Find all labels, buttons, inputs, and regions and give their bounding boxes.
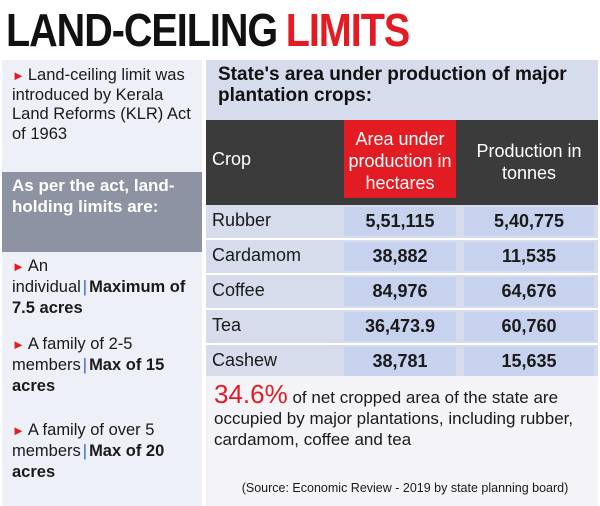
source-note: (Source: Economic Review - 2019 by state… bbox=[241, 481, 569, 495]
table-row: Tea 36,473.9 60,760 bbox=[206, 310, 598, 343]
plantation-panel: State's area under production of major p… bbox=[206, 60, 598, 506]
area-value: 5,51,115 bbox=[344, 207, 456, 236]
act-note: As per the act, land-holding limits are: bbox=[12, 176, 175, 216]
limit-item: ► An individual | Maximum of 7.5 acres bbox=[12, 256, 198, 319]
limit-who: A family of 2-5 members bbox=[12, 335, 133, 374]
limit-value: Maximum of 7.5 acres bbox=[12, 278, 186, 317]
crop-name: Cashew bbox=[212, 350, 278, 370]
act-note-band: As per the act, land-holding limits are: bbox=[2, 172, 202, 252]
divider-bar: | bbox=[82, 442, 88, 460]
limit-value: Max of 15 acres bbox=[12, 356, 165, 395]
production-value: 64,676 bbox=[464, 277, 594, 306]
divider-bar: | bbox=[82, 278, 88, 296]
limit-who: An individual bbox=[12, 257, 81, 296]
crop-name: Tea bbox=[212, 315, 242, 335]
headline-part1: LAND-CEILING bbox=[6, 4, 278, 56]
table-row: Rubber 5,51,115 5,40,775 bbox=[206, 205, 598, 238]
crop-name: Cardamom bbox=[212, 245, 302, 265]
column-header-crop: Crop bbox=[212, 149, 252, 169]
triangle-bullet-icon: ► bbox=[12, 68, 25, 83]
limit-item: ► A family of 2-5 members | Max of 15 acres bbox=[12, 334, 198, 397]
row-divider bbox=[206, 308, 598, 310]
area-value: 84,976 bbox=[344, 277, 456, 306]
area-value: 38,882 bbox=[344, 242, 456, 271]
area-value: 36,473.9 bbox=[344, 312, 456, 341]
table-row: Coffee 84,976 64,676 bbox=[206, 275, 598, 308]
sidebar: ► Land-ceiling limit was introduced by Ke… bbox=[2, 60, 202, 506]
divider-bar: | bbox=[82, 356, 88, 374]
production-value: 11,535 bbox=[464, 242, 594, 271]
triangle-bullet-icon: ► bbox=[12, 337, 25, 352]
summary-body: of net cropped area of the state are occ… bbox=[214, 388, 574, 449]
triangle-bullet-icon: ► bbox=[12, 259, 25, 274]
headline: LAND-CEILING LIMITS bbox=[6, 2, 410, 58]
summary-percentage: 34.6% bbox=[214, 379, 288, 409]
sidebar-intro: ► Land-ceiling limit was introduced by Ke… bbox=[12, 66, 200, 144]
table-row: Cashew 38,781 15,635 bbox=[206, 345, 598, 378]
triangle-bullet-icon: ► bbox=[12, 423, 25, 438]
limit-who: A family of over 5 members bbox=[12, 421, 155, 460]
area-value: 38,781 bbox=[344, 347, 456, 376]
panel-title: State's area under production of major p… bbox=[218, 64, 567, 106]
limit-item: ► A family of over 5 members | Max of 20 ac… bbox=[12, 420, 198, 483]
table-row: Cardamom 38,882 11,535 bbox=[206, 240, 598, 273]
summary-text: 34.6% of net cropped area of the state a… bbox=[214, 381, 594, 450]
production-value: 15,635 bbox=[464, 347, 594, 376]
limit-value: Max of 20 acres bbox=[12, 442, 165, 481]
row-divider bbox=[206, 238, 598, 240]
crop-name: Rubber bbox=[212, 210, 272, 230]
crop-name: Coffee bbox=[212, 280, 265, 300]
summary-box: 34.6% of net cropped area of the state a… bbox=[206, 376, 598, 506]
column-header-area: Area under production in hectares bbox=[344, 120, 456, 198]
headline-part2: LIMITS bbox=[285, 4, 410, 56]
column-header-production: Production in tonnes bbox=[476, 141, 582, 183]
row-divider bbox=[206, 343, 598, 345]
production-value: 60,760 bbox=[464, 312, 594, 341]
production-value: 5,40,775 bbox=[464, 207, 594, 236]
intro-text: Land-ceiling limit was introduced by Ker… bbox=[12, 66, 191, 143]
row-divider bbox=[206, 273, 598, 275]
